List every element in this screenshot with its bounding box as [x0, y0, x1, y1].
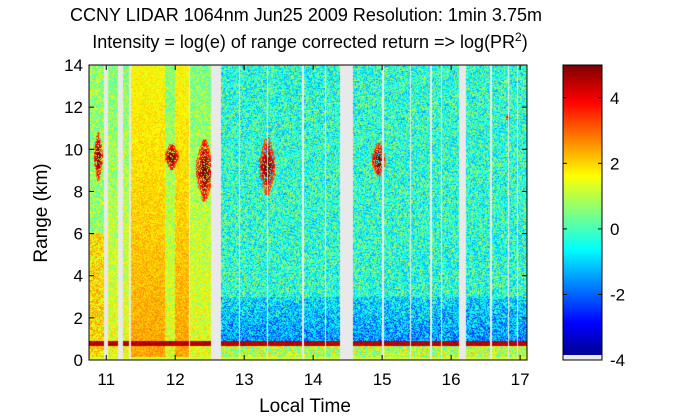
chart-title: CCNY LIDAR 1064nm Jun25 2009 Resolution:…: [70, 5, 542, 25]
colorbar-tick-label: 2: [610, 154, 619, 173]
x-tick-label: 11: [97, 370, 115, 389]
y-axis-ticks: 0 2 4 6 8 10 12 14: [64, 56, 527, 370]
plot-frame: [88, 64, 528, 361]
colorbar-tick-label: -2: [610, 285, 625, 304]
y-tick-label: 8: [74, 182, 83, 201]
subtitle-superscript: 2: [515, 30, 522, 44]
heatmap-plot: [88, 64, 528, 361]
heatmap-image: [89, 65, 527, 360]
colorbar-tick-label: 0: [610, 220, 619, 239]
colorbar-tick-label: 4: [610, 89, 619, 108]
y-tick-label: 6: [74, 225, 83, 244]
y-tick-label: 14: [64, 56, 83, 75]
y-tick-label: 0: [74, 351, 83, 370]
x-tick-label: 12: [166, 370, 185, 389]
x-tick-label: 17: [511, 370, 530, 389]
x-tick-label: 16: [442, 370, 461, 389]
chart-subtitle: Intensity = log(e) of range corrected re…: [92, 30, 527, 52]
colorbar-nodata-strip: [563, 355, 602, 360]
colorbar-gradient: [563, 65, 602, 360]
y-tick-label: 2: [74, 309, 83, 328]
x-tick-label: 15: [373, 370, 392, 389]
y-tick-label: 12: [64, 98, 83, 117]
x-axis-ticks: 11 12 13 14 15 16 17: [97, 65, 530, 389]
x-tick-label: 14: [304, 370, 323, 389]
y-axis-label: Range (km): [31, 163, 52, 262]
y-tick-label: 4: [74, 267, 83, 286]
subtitle-end: ): [522, 32, 528, 52]
subtitle-main: Intensity = log(e) of range corrected re…: [92, 32, 515, 52]
x-tick-label: 13: [235, 370, 254, 389]
colorbar: [562, 64, 603, 361]
x-axis-label: Local Time: [259, 396, 351, 417]
y-tick-label: 10: [64, 140, 83, 159]
colorbar-ticks: -4 -2 0 2 4: [563, 89, 625, 370]
colorbar-frame: [562, 64, 603, 361]
colorbar-tick-label: -4: [610, 351, 625, 370]
